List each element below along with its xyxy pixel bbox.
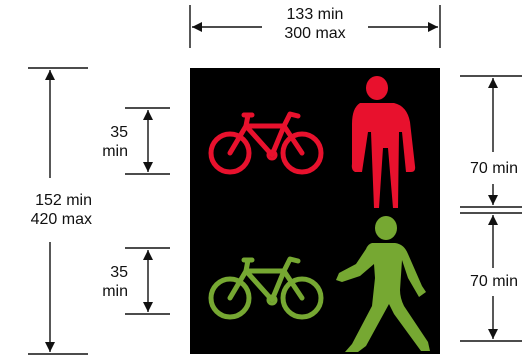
height-dimension-label: 152 min 420 max [0,191,92,229]
height-max-text: 420 max [30,211,92,228]
height-min-text: 152 min [35,192,92,209]
width-min-text: 133 min [286,6,344,23]
lower-symbol-dimension-label: 35 min [102,264,128,300]
green-cycle-symbol [208,256,324,320]
width-dimension-label: 133 min 300 max [265,5,365,43]
green-walking-person-symbol [336,216,430,352]
red-standing-person-symbol [351,76,416,208]
lower-aspect-dimension-label: 70 min [469,273,519,290]
red-cycle-symbol [208,111,324,175]
signal-head-panel [190,68,440,354]
width-max-text: 300 max [284,25,346,42]
upper-symbol-dimension-label: 35 min [102,124,128,160]
upper-aspect-dimension-label: 70 min [469,160,519,177]
